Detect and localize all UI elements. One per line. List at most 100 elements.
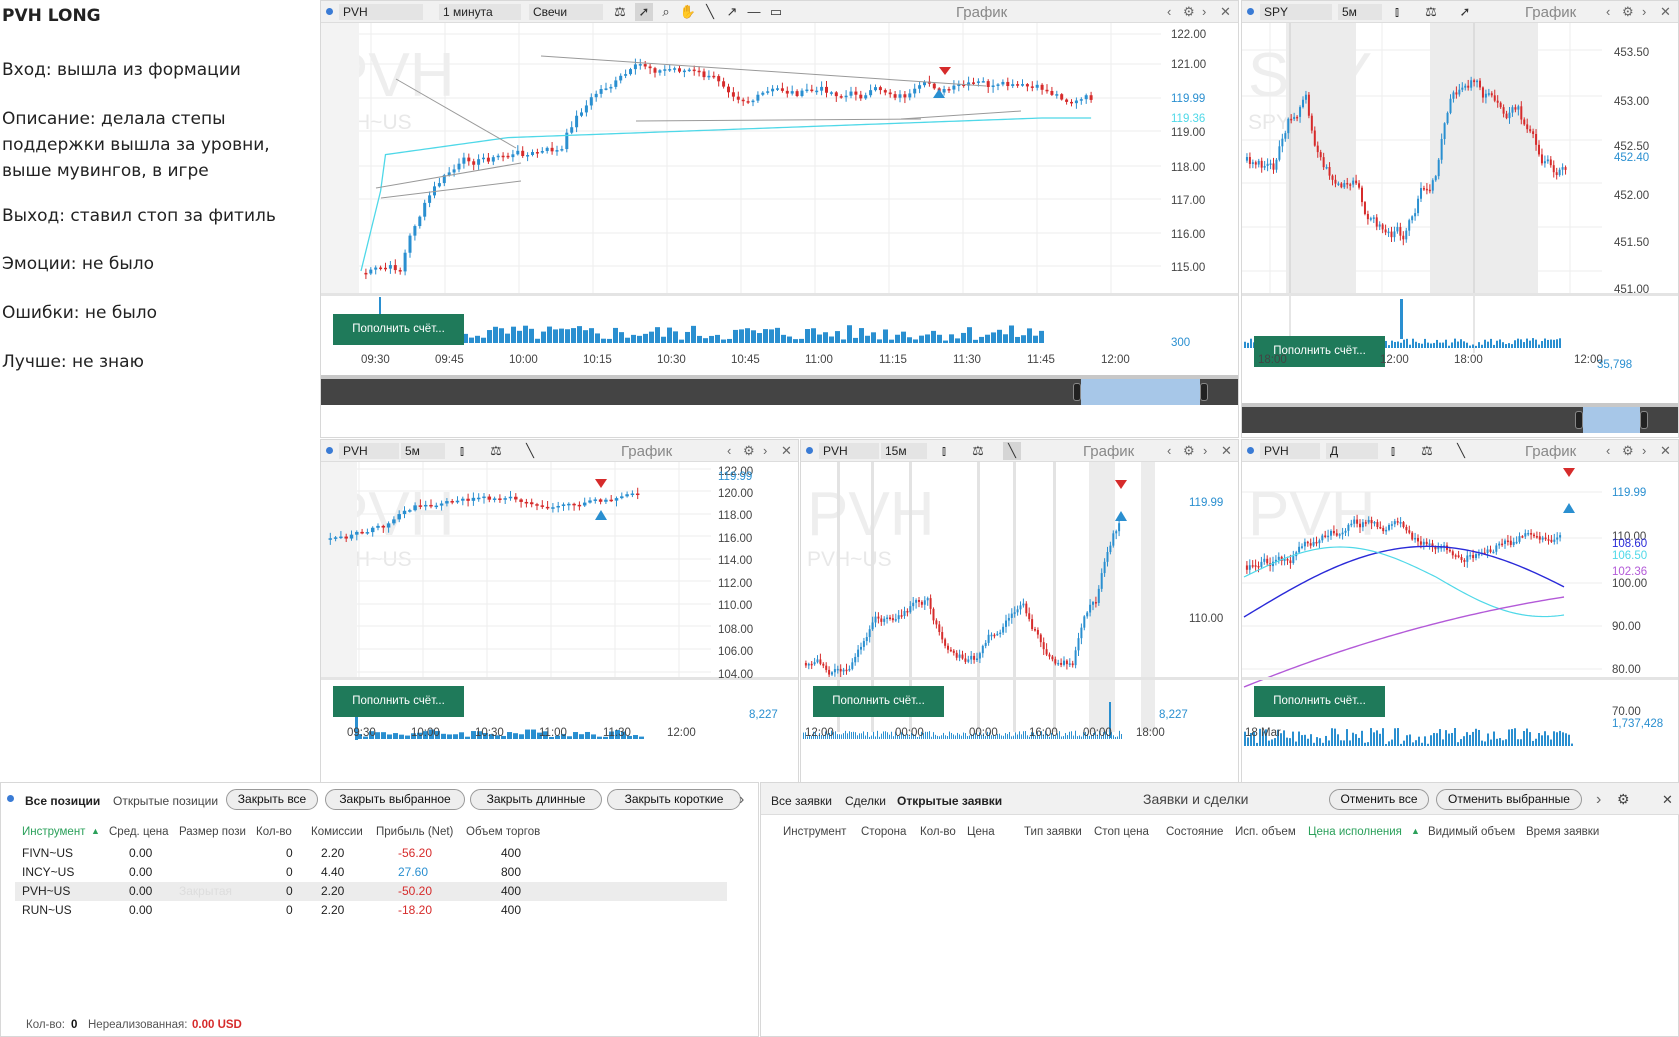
indicators-icon[interactable]: ⚖ (972, 443, 984, 458)
close-icon[interactable]: ✕ (1660, 443, 1671, 458)
price-chart[interactable] (1242, 462, 1679, 798)
symbol-selector[interactable]: PVH (339, 4, 423, 20)
close-icon[interactable]: ✕ (1662, 792, 1673, 807)
prev-icon[interactable]: ‹ (1606, 4, 1611, 19)
col-header-commissions[interactable]: Комиссии (311, 826, 363, 838)
topup-button[interactable]: Пополнить счёт... (1254, 686, 1385, 717)
tab-all-positions[interactable]: Все позиции (25, 794, 101, 808)
candles-icon[interactable]: ⫾ (1390, 443, 1396, 458)
chart-panel-pvh-5m[interactable]: PVH 5м ⫾ ⚖ ╲ График ‹ ⚙ › ✕ PVH PVH~US 1… (320, 439, 799, 837)
tab-all-orders[interactable]: Все заявки (771, 794, 833, 808)
navigator-scrollbar[interactable] (321, 375, 1238, 405)
symbol-selector[interactable]: PVH (819, 443, 879, 459)
prev-icon[interactable]: ‹ (1167, 443, 1172, 458)
cursor-arrow-icon[interactable]: ➚ (635, 3, 653, 21)
table-row[interactable] (15, 901, 727, 920)
col-header-avg-price[interactable]: Сред. цена (109, 826, 169, 838)
chart-panel-spy-5m[interactable]: SPY 5м ⫾ ⚖ ➚ График ‹ ⚙ › ✕ SPY SPY~US 4… (1241, 0, 1679, 438)
indicators-icon[interactable]: ⚖ (1425, 4, 1437, 19)
topup-button[interactable]: Пополнить счёт... (1254, 336, 1385, 367)
chart-panel-pvh-daily[interactable]: PVH Д ⫾ ⚖ ╲ График ‹ ⚙ › ✕ PVH 119.99 11… (1241, 439, 1679, 837)
navigator-handle-right[interactable] (1640, 411, 1648, 429)
candles-icon[interactable]: ⫾ (459, 443, 465, 458)
tab-open-orders[interactable]: Открытые заявки (897, 794, 1003, 808)
more-icon[interactable]: › (739, 791, 745, 808)
cancel-selected-button[interactable]: Отменить выбранные (1436, 789, 1582, 810)
next-icon[interactable]: › (1203, 443, 1208, 458)
close-icon[interactable]: ✕ (1221, 443, 1232, 458)
col-header-pnl[interactable]: Прибыль (Net) (376, 826, 454, 838)
cancel-all-button[interactable]: Отменить все (1329, 789, 1429, 810)
indicators-icon[interactable]: ⚖ (614, 4, 626, 19)
close-long-button[interactable]: Закрыть длинные (470, 789, 602, 810)
tab-trades[interactable]: Сделки (845, 794, 886, 808)
link-dot-icon[interactable] (326, 447, 333, 454)
indicators-icon[interactable]: ⚖ (490, 443, 502, 458)
topup-button[interactable]: Пополнить счёт... (813, 686, 944, 717)
prev-icon[interactable]: ‹ (727, 443, 732, 458)
link-dot-icon[interactable] (1247, 8, 1254, 15)
gear-icon[interactable]: ⚙ (1183, 4, 1195, 19)
line-tool-icon[interactable]: ╲ (1457, 443, 1465, 458)
close-icon[interactable]: ✕ (1660, 4, 1671, 19)
next-icon[interactable]: › (763, 443, 768, 458)
timeframe-selector[interactable]: 5м (1338, 4, 1382, 20)
link-dot-icon[interactable] (806, 447, 813, 454)
close-all-button[interactable]: Закрыть все (226, 789, 318, 810)
next-icon[interactable]: › (1642, 443, 1647, 458)
symbol-selector[interactable]: SPY (1260, 4, 1332, 20)
col-header-volume[interactable]: Объем торгов (466, 826, 541, 838)
zoom-icon[interactable]: ⌕ (662, 4, 670, 19)
symbol-selector[interactable]: PVH (1260, 443, 1320, 459)
price-chart[interactable] (321, 23, 1239, 368)
navigator-handle-left[interactable] (1575, 411, 1583, 429)
tab-open-positions[interactable]: Открытые позиции (113, 794, 219, 808)
symbol-selector[interactable]: PVH (339, 443, 399, 459)
navigator-handle-left[interactable] (1073, 383, 1081, 401)
gear-icon[interactable]: ⚙ (1622, 4, 1634, 19)
indicators-icon[interactable]: ⚖ (1421, 443, 1433, 458)
topup-button[interactable]: Пополнить счёт... (333, 686, 464, 717)
table-row[interactable] (15, 863, 727, 882)
prev-icon[interactable]: ‹ (1167, 4, 1172, 19)
chart-panel-pvh-1min[interactable]: PVH 1 минута Свечи ⚖ ➚ ⌕ ✋ ╲ ↗ — ▭ Графи… (320, 0, 1239, 438)
col-header-state[interactable]: Состояние (1166, 826, 1224, 838)
link-dot-icon[interactable] (7, 795, 14, 802)
col-header-qty[interactable]: Кол-во (256, 826, 292, 838)
candles-icon[interactable]: ⫾ (941, 443, 947, 458)
col-header-side[interactable]: Сторона (861, 826, 907, 838)
gear-icon[interactable]: ⚙ (1617, 791, 1630, 807)
price-chart[interactable] (321, 462, 799, 798)
next-icon[interactable]: › (1642, 4, 1647, 19)
col-header-instrument[interactable]: Инструмент (22, 826, 86, 838)
close-selected-button[interactable]: Закрыть выбранное (325, 789, 465, 810)
col-header-order-time[interactable]: Время заявки (1526, 826, 1600, 838)
navigator-window[interactable] (1583, 407, 1640, 433)
line-tool-icon[interactable]: ╲ (706, 4, 714, 19)
link-dot-icon[interactable] (326, 8, 333, 15)
col-header-order-type[interactable]: Тип заявки (1024, 826, 1082, 838)
hand-icon[interactable]: ✋ (679, 4, 697, 19)
prev-icon[interactable]: ‹ (1606, 443, 1611, 458)
navigator-window[interactable] (1081, 379, 1200, 405)
timeframe-selector[interactable]: Д (1326, 443, 1378, 459)
hline-tool-icon[interactable]: — (747, 4, 761, 19)
chart-type-selector[interactable]: Свечи (529, 4, 603, 20)
candles-icon[interactable]: ⫾ (1394, 4, 1400, 19)
next-icon[interactable]: › (1202, 4, 1207, 19)
timeframe-selector[interactable]: 5м (401, 443, 445, 459)
col-header-qty[interactable]: Кол-во (920, 826, 956, 838)
navigator-handle-right[interactable] (1200, 383, 1208, 401)
more-icon[interactable]: › (1596, 791, 1602, 808)
col-header-stop-price[interactable]: Стоп цена (1094, 826, 1149, 838)
col-header-price[interactable]: Цена (967, 826, 995, 838)
close-icon[interactable]: ✕ (781, 443, 792, 458)
price-chart[interactable] (801, 462, 1239, 798)
close-short-button[interactable]: Закрыть короткие (607, 789, 741, 810)
col-header-position-size[interactable]: Размер пози (179, 826, 246, 838)
col-header-visible-volume[interactable]: Видимый объем (1428, 826, 1516, 838)
navigator-scrollbar[interactable] (1242, 403, 1678, 433)
rect-tool-icon[interactable]: ▭ (769, 4, 783, 19)
close-icon[interactable]: ✕ (1220, 4, 1231, 19)
timeframe-selector[interactable]: 15м (881, 443, 927, 459)
